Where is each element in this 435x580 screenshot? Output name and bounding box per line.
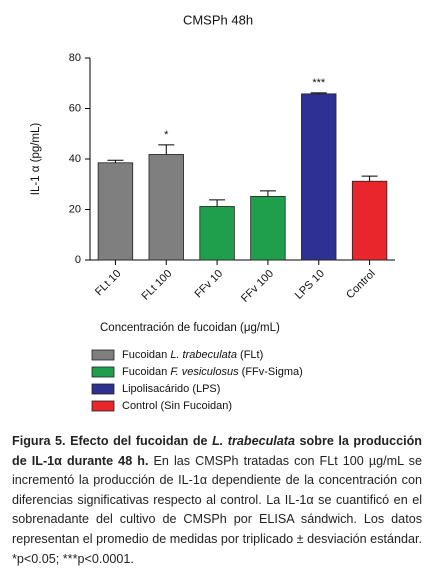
legend-label: Lipolisacárido (LPS) — [122, 383, 220, 395]
legend-label: Fucoidan F. vesiculosus (FFv-Sigma) — [122, 366, 303, 378]
caption-label-part: Figura 5. Efecto del fucoidan de — [12, 434, 213, 448]
x-tick-label: LPS 10 — [293, 268, 327, 302]
error-bar — [158, 144, 175, 155]
x-tick-label: FLt 100 — [140, 268, 175, 303]
legend-label-part: Lipolisacárido (LPS) — [122, 383, 220, 395]
caption-label-part: L. trabeculata — [212, 434, 296, 448]
legend-label-part: L. trabeculata — [170, 349, 237, 361]
y-tick-label: 60 — [69, 102, 81, 114]
legend-label-part: Control (Sin Fucoidan) — [122, 400, 232, 412]
significance-label: * — [164, 129, 169, 141]
legend-label-part: F. vesiculosus — [170, 366, 239, 378]
caption-label-part: sobre la producción de IL-1α durante 48 … — [12, 434, 422, 468]
error-bar — [310, 92, 327, 94]
legend-swatch — [91, 400, 115, 412]
chart-title: CMSPh 48h — [183, 12, 253, 27]
y-tick-label: 20 — [69, 203, 81, 215]
significance-label: *** — [312, 77, 326, 89]
legend-label-part: Fucoidan — [122, 349, 170, 361]
legend-swatch — [91, 349, 115, 361]
bar — [301, 93, 337, 261]
y-tick-label: 40 — [69, 153, 81, 165]
error-bar — [259, 190, 276, 197]
y-tick-label: 80 — [69, 52, 81, 64]
error-bar — [209, 199, 226, 207]
legend-swatch — [91, 366, 115, 378]
x-tick-label: Control — [344, 268, 378, 302]
legend-swatch — [91, 383, 115, 395]
legend-label: Control (Sin Fucoidan) — [122, 400, 232, 412]
legend-label-part: (FLt) — [237, 349, 263, 361]
y-axis-label: IL-1 α (pg/mL) — [30, 123, 42, 196]
legend-label-part: (FFv-Sigma) — [239, 366, 303, 378]
caption-label: Figura 5. Efecto del fucoidan de L. trab… — [12, 434, 422, 468]
bar — [97, 162, 134, 261]
bar — [148, 154, 184, 261]
x-tick-label: FLt 10 — [93, 268, 124, 299]
bar — [351, 180, 388, 261]
x-axis-label: Concentración de fucoidan (μg/mL) — [100, 322, 280, 334]
error-bar — [361, 175, 378, 182]
y-tick-label: 0 — [75, 254, 81, 266]
caption: Figura 5. Efecto del fucoidan de L. trab… — [12, 432, 422, 569]
chart: CMSPh 48h IL-1 α (pg/mL) Concentración d… — [30, 12, 395, 412]
error-bar — [107, 159, 124, 163]
x-tick-label: FFv 10 — [193, 268, 226, 301]
x-tick-label: FFv 100 — [239, 268, 276, 305]
legend-label-part: Fucoidan — [122, 366, 170, 378]
bar — [250, 195, 286, 261]
legend-label: Fucoidan L. trabeculata (FLt) — [122, 349, 263, 361]
bar — [199, 206, 235, 261]
caption-text: En las CMSPh tratadas con FLt 100 µg/mL … — [12, 453, 422, 566]
